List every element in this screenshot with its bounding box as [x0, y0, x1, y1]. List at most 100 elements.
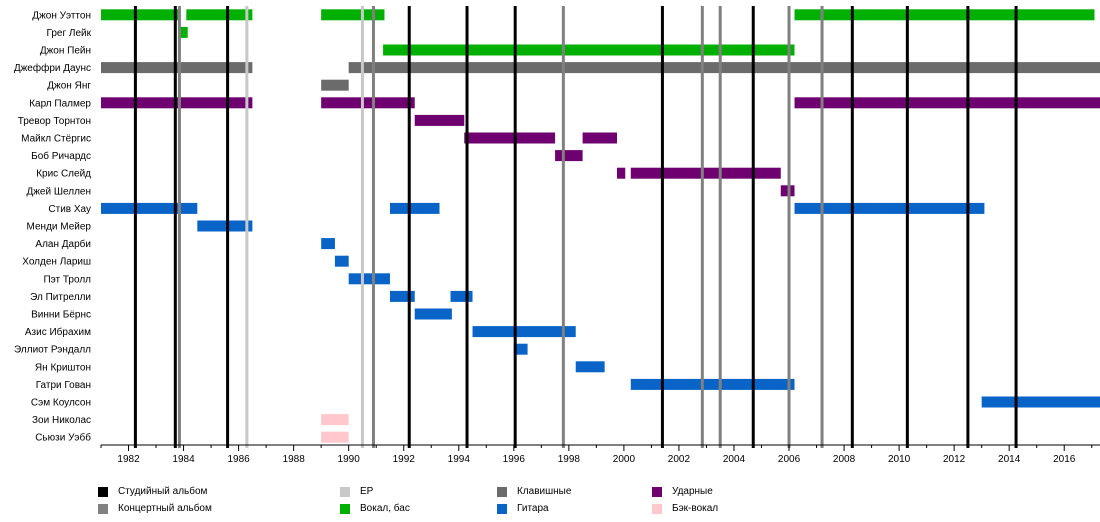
member-bar-guitar: [348, 273, 390, 285]
studio-album-line: [407, 6, 411, 448]
member-label: Винни Бёрнс: [31, 310, 91, 321]
x-tick-label: 2014: [998, 454, 1021, 465]
legend-swatch-guitar: [497, 504, 507, 514]
legend-label: Клавишные: [517, 486, 572, 497]
member-label: Джон Пейн: [40, 46, 91, 57]
studio-album-line: [966, 6, 970, 448]
legend-label: Студийный альбом: [118, 486, 208, 497]
studio-album-line: [751, 6, 755, 448]
x-tick-label: 1996: [503, 454, 526, 465]
member-bar-keyboards: [321, 79, 349, 91]
studio-album-line: [905, 6, 909, 448]
live-album-line: [787, 6, 791, 448]
member-bar-drums: [464, 132, 556, 144]
member-label: Боб Ричардс: [31, 150, 91, 162]
member-labels: Джон Уэттон Грег Лейк Джон Пейн Джеффри Дау…: [14, 10, 92, 443]
live-album-line: [700, 6, 704, 448]
member-bar-guitar: [101, 202, 198, 214]
member-bar-guitar: [472, 326, 576, 338]
band-timeline-chart: Джон Уэттон Грег Лейк Джон Пейн Джеффри Дау…: [14, 6, 1100, 465]
member-label: Сэм Коулсон: [31, 398, 91, 409]
member-label: Крис Слейд: [36, 169, 91, 180]
legend-label: Ударные: [672, 486, 713, 497]
member-bar-vocals: [101, 9, 179, 21]
member-bar-drums: [555, 150, 583, 162]
member-bar-vocals: [321, 9, 385, 21]
member-label: Джеффри Даунс: [14, 62, 91, 74]
studio-album-line: [133, 6, 137, 448]
studio-album-line: [660, 6, 664, 448]
legend-swatch-keyboards: [497, 487, 507, 497]
time-axis: 1982 1984 1986 1988 1990 1992 1994 1996 1998 2000…: [100, 444, 1100, 465]
member-label: Стив Хау: [48, 204, 91, 215]
legend-label: Вокал, бас: [360, 503, 410, 514]
member-label: Алан Дарби: [35, 238, 91, 250]
member-bar-guitar: [389, 202, 440, 214]
member-bar-drums: [414, 114, 465, 126]
x-tick-label: 2004: [723, 454, 746, 465]
x-tick-label: 1990: [338, 454, 361, 465]
member-label: Майкл Стёргис: [21, 134, 91, 145]
x-tick-label: 1994: [448, 454, 471, 465]
x-tick-label: 1988: [283, 454, 306, 465]
x-tick-label: 2000: [613, 454, 636, 465]
member-bar-vocals: [186, 9, 253, 21]
member-bar-guitar: [414, 308, 452, 320]
member-label: Ян Криштон: [35, 362, 91, 373]
x-tick-label: 1992: [393, 454, 416, 465]
legend-label: EP: [360, 486, 374, 497]
member-label: Сьюзи Уэбб: [35, 432, 91, 444]
studio-album-line: [513, 6, 517, 448]
x-tick-label: 1984: [172, 454, 195, 465]
member-bar-drums: [617, 167, 626, 179]
chart-legend: Студийный альбом Концертный альбом EP Вокал…: [0, 480, 1100, 520]
legend-swatch-backing: [652, 504, 662, 514]
member-bar-guitar: [794, 202, 985, 214]
member-bar-keyboards: [348, 62, 1100, 74]
member-label: Холден Лариш: [22, 257, 91, 268]
live-album-line: [177, 6, 181, 448]
member-bar-drums: [321, 97, 415, 109]
member-label: Джон Янг: [47, 81, 91, 92]
legend-swatch-studio: [98, 487, 108, 497]
legend-label: Концертный альбом: [118, 503, 212, 514]
legend-label: Гитара: [517, 503, 549, 514]
ep-album-line: [360, 6, 364, 448]
member-bar-vocals: [179, 26, 188, 38]
member-bar-guitar: [575, 361, 605, 373]
x-tick-label: 2016: [1053, 454, 1076, 465]
x-tick-label: 2002: [668, 454, 691, 465]
member-label: Джей Шеллен: [26, 186, 91, 197]
live-album-line: [820, 6, 824, 448]
x-tick-label: 1982: [117, 454, 140, 465]
x-tick-label: 2012: [943, 454, 966, 465]
legend-swatch-vocals: [340, 504, 350, 514]
member-bar-drums: [630, 167, 781, 179]
member-label: Грег Лейк: [47, 28, 92, 39]
live-album-line: [561, 6, 565, 448]
member-bar-guitar: [334, 255, 349, 267]
member-bar-guitar: [197, 220, 253, 232]
member-bar-guitar: [450, 290, 473, 302]
member-label: Карл Палмер: [29, 98, 91, 109]
member-bar-drums: [582, 132, 618, 144]
member-label: Пэт Тролл: [43, 274, 91, 285]
release-event-lines: [133, 6, 1018, 448]
ep-album-line: [245, 6, 249, 448]
live-album-line: [718, 6, 722, 448]
member-bar-guitar: [981, 396, 1100, 408]
legend-label: Бэк-вокал: [672, 503, 719, 514]
member-bar-guitar: [321, 238, 335, 250]
member-label: Зои Николас: [32, 415, 91, 426]
studio-album-line: [226, 6, 230, 448]
member-bar-guitar: [513, 343, 528, 355]
member-bar-vocals: [383, 44, 795, 56]
member-label: Гатри Гован: [36, 380, 91, 391]
studio-album-line: [1014, 6, 1018, 448]
studio-album-line: [465, 6, 469, 448]
member-label: Менди Мейер: [27, 222, 92, 233]
member-bar-backing: [321, 414, 349, 426]
member-bar-guitar: [389, 290, 415, 302]
x-tick-label: 1986: [227, 454, 250, 465]
member-label: Тревор Торнтон: [18, 116, 91, 127]
